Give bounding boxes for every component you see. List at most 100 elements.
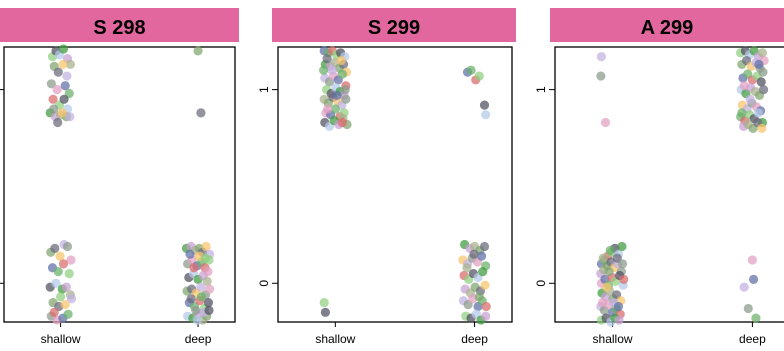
- point-1-deep-lower-20: [480, 280, 490, 290]
- panel-strip-1: [272, 8, 516, 42]
- point-1-shallow-upper-31: [330, 104, 340, 114]
- point-1-shallow-upper-44: [323, 104, 333, 114]
- point-0-deep-upper-0: [193, 46, 203, 56]
- point-0-shallow-lower-9: [64, 268, 74, 279]
- point-1-deep-lower-33: [474, 292, 484, 302]
- point-1-deep-lower-9: [476, 251, 487, 261]
- point-0-shallow-lower-24: [55, 292, 66, 302]
- point-2-shallow-upper-2: [600, 117, 611, 128]
- point-1-deep-lower-32: [462, 263, 472, 273]
- point-2-shallow-lower-39: [604, 267, 614, 277]
- point-0-deep-lower-44: [192, 315, 203, 325]
- x-tick-label-0-shallow: shallow: [41, 332, 81, 346]
- point-0-shallow-upper-24: [65, 112, 75, 122]
- panel-title-0: S 298: [93, 17, 145, 39]
- point-0-shallow-lower-13: [61, 282, 71, 292]
- point-1-deep-upper-3: [474, 71, 484, 81]
- point-2-deep-upper-22: [758, 85, 769, 95]
- y-tick-label-2-0: 0: [534, 280, 548, 287]
- point-1-deep-lower-4: [479, 241, 490, 252]
- point-0-shallow-lower-23: [49, 307, 59, 317]
- point-1-shallow-lower-0: [319, 298, 329, 308]
- y-tick-label-2-1: 1: [534, 86, 548, 93]
- point-2-deep-upper-5: [757, 48, 767, 58]
- point-1-deep-upper-1: [466, 65, 476, 75]
- point-2-deep-upper-32: [753, 108, 763, 118]
- point-1-shallow-upper-46: [319, 65, 329, 75]
- point-1-shallow-upper-41: [336, 55, 346, 66]
- point-1-shallow-upper-28: [341, 94, 351, 104]
- panel-strip-2: [550, 8, 784, 42]
- point-2-shallow-upper-0: [596, 52, 607, 62]
- panel-frame-2: [554, 46, 784, 323]
- point-2-shallow-lower-45: [613, 301, 624, 312]
- point-0-shallow-lower-18: [66, 294, 77, 304]
- point-1-shallow-lower-1: [320, 307, 330, 317]
- point-0-shallow-lower-11: [51, 278, 61, 288]
- point-0-deep-lower-43: [204, 305, 214, 315]
- point-0-shallow-lower-17: [60, 299, 70, 310]
- point-2-deep-upper-38: [757, 123, 767, 133]
- point-0-shallow-upper-9: [62, 71, 72, 81]
- point-2-deep-lower-0: [739, 282, 749, 292]
- point-2-shallow-lower-37: [614, 315, 624, 325]
- point-1-shallow-upper-40: [322, 54, 332, 64]
- point-2-deep-upper-16: [756, 77, 766, 87]
- point-0-shallow-upper-14: [48, 94, 58, 104]
- point-0-deep-lower-34: [186, 294, 196, 304]
- point-1-shallow-upper-43: [340, 85, 350, 95]
- point-0-deep-lower-17: [202, 276, 212, 286]
- point-2-shallow-lower-38: [598, 253, 608, 263]
- point-0-shallow-lower-2: [55, 251, 65, 261]
- point-0-deep-lower-37: [191, 305, 201, 315]
- point-2-shallow-lower-6: [617, 241, 627, 252]
- y-tick-label-1-1: 1: [257, 86, 271, 93]
- point-0-deep-lower-21: [196, 282, 206, 292]
- point-2-shallow-upper-1: [596, 71, 606, 81]
- point-0-deep-lower-39: [185, 249, 195, 259]
- point-0-shallow-upper-3: [58, 44, 69, 54]
- point-0-deep-upper-1: [196, 108, 206, 118]
- point-2-deep-upper-43: [737, 108, 747, 118]
- point-2-deep-lower-2: [747, 255, 758, 265]
- x-tick-label-0-deep: deep: [185, 332, 212, 346]
- point-0-shallow-upper-23: [57, 108, 67, 118]
- point-0-deep-lower-41: [189, 263, 199, 273]
- point-2-shallow-lower-46: [605, 245, 615, 255]
- panel-frame-0: [3, 46, 236, 323]
- panel-title-1: S 299: [368, 17, 420, 39]
- point-0-shallow-upper-5: [65, 59, 76, 70]
- point-2-deep-lower-1: [743, 303, 753, 314]
- point-2-deep-lower-3: [748, 274, 759, 284]
- point-0-shallow-upper-16: [59, 94, 69, 104]
- point-1-shallow-upper-16: [337, 69, 347, 79]
- point-0-shallow-lower-1: [50, 243, 60, 254]
- point-1-deep-lower-26: [481, 301, 491, 312]
- point-0-deep-lower-5: [201, 241, 211, 252]
- point-0-shallow-upper-22: [53, 117, 63, 128]
- y-tick-label-1-0: 0: [257, 280, 271, 287]
- point-0-shallow-upper-12: [60, 81, 70, 91]
- panel-title-2: A 299: [641, 17, 694, 39]
- point-2-shallow-lower-44: [597, 298, 608, 308]
- point-1-shallow-upper-42: [327, 65, 337, 75]
- point-2-deep-upper-41: [739, 81, 749, 91]
- point-0-shallow-lower-4: [62, 241, 73, 252]
- x-tick-label-2-deep: deep: [739, 332, 766, 346]
- point-2-deep-upper-42: [754, 59, 764, 70]
- panel-strip-0: [0, 8, 239, 42]
- point-1-shallow-upper-45: [332, 90, 342, 101]
- point-1-deep-upper-4: [479, 100, 490, 110]
- point-2-deep-upper-40: [758, 67, 768, 77]
- point-2-deep-upper-39: [745, 94, 755, 104]
- point-0-deep-lower-28: [203, 298, 214, 308]
- point-0-shallow-upper-11: [52, 85, 62, 95]
- point-2-shallow-lower-40: [612, 253, 622, 263]
- point-0-shallow-upper-10: [46, 79, 56, 89]
- point-2-shallow-lower-41: [602, 282, 612, 292]
- point-0-shallow-lower-22: [63, 309, 73, 319]
- point-2-deep-lower-4: [751, 313, 761, 323]
- panel-frame-1: [277, 46, 513, 323]
- point-1-deep-upper-5: [481, 110, 491, 120]
